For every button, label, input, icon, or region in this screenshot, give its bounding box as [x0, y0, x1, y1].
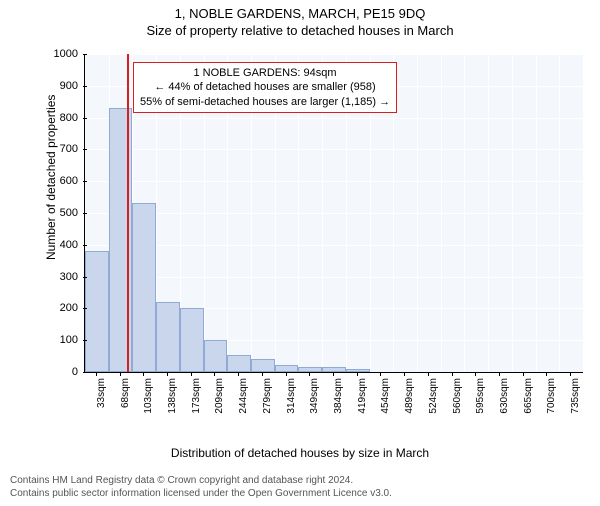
y-tick-label: 500 [48, 207, 78, 219]
x-tick-label: 138sqm [167, 378, 178, 422]
footer-attribution: Contains HM Land Registry data © Crown c… [10, 474, 392, 500]
histogram-bar [85, 251, 109, 372]
x-tick-label: 630sqm [499, 378, 510, 422]
y-tick-label: 600 [48, 175, 78, 187]
histogram-bar [180, 308, 204, 372]
histogram-bar [227, 355, 251, 372]
footer-line-1: Contains HM Land Registry data © Crown c… [10, 474, 392, 487]
x-tick-label: 103sqm [143, 378, 154, 422]
histogram-bar [132, 203, 156, 372]
x-tick-label: 68sqm [120, 378, 131, 422]
y-tick-label: 200 [48, 302, 78, 314]
y-tick-label: 300 [48, 271, 78, 283]
annotation-box: 1 NOBLE GARDENS: 94sqm← 44% of detached … [133, 62, 397, 113]
histogram-bar [109, 108, 133, 372]
y-tick-label: 0 [48, 366, 78, 378]
plot-area: 1 NOBLE GARDENS: 94sqm← 44% of detached … [84, 54, 583, 373]
x-tick-label: 244sqm [238, 378, 249, 422]
x-tick-label: 349sqm [309, 378, 320, 422]
x-tick-label: 489sqm [404, 378, 415, 422]
annotation-line-2: ← 44% of detached houses are smaller (95… [140, 80, 390, 94]
page-title-2: Size of property relative to detached ho… [0, 23, 600, 38]
x-tick-label: 700sqm [546, 378, 557, 422]
y-tick-label: 1000 [48, 48, 78, 60]
x-tick-label: 173sqm [191, 378, 202, 422]
property-marker-line [127, 54, 129, 372]
y-tick-label: 100 [48, 334, 78, 346]
y-tick-label: 400 [48, 239, 78, 251]
y-tick-label: 900 [48, 80, 78, 92]
annotation-line-3: 55% of semi-detached houses are larger (… [140, 95, 390, 109]
histogram-bar [204, 340, 228, 372]
x-tick-label: 735sqm [570, 378, 581, 422]
histogram-bar [275, 365, 299, 372]
x-tick-label: 314sqm [286, 378, 297, 422]
histogram-bar [251, 359, 275, 372]
x-tick-label: 279sqm [262, 378, 273, 422]
x-tick-label: 33sqm [96, 378, 107, 422]
x-tick-label: 595sqm [475, 378, 486, 422]
x-axis-label: Distribution of detached houses by size … [0, 446, 600, 460]
page-title-1: 1, NOBLE GARDENS, MARCH, PE15 9DQ [0, 6, 600, 21]
x-tick-label: 419sqm [357, 378, 368, 422]
annotation-line-1: 1 NOBLE GARDENS: 94sqm [140, 66, 390, 80]
y-tick-label: 700 [48, 143, 78, 155]
footer-line-2: Contains public sector information licen… [10, 487, 392, 500]
chart-container: Number of detached properties 1 NOBLE GA… [48, 50, 588, 430]
x-tick-label: 209sqm [214, 378, 225, 422]
x-tick-label: 454sqm [380, 378, 391, 422]
x-tick-label: 384sqm [333, 378, 344, 422]
x-tick-label: 560sqm [452, 378, 463, 422]
x-tick-label: 665sqm [523, 378, 534, 422]
histogram-bar [156, 302, 180, 372]
x-tick-label: 524sqm [428, 378, 439, 422]
y-tick-label: 800 [48, 112, 78, 124]
